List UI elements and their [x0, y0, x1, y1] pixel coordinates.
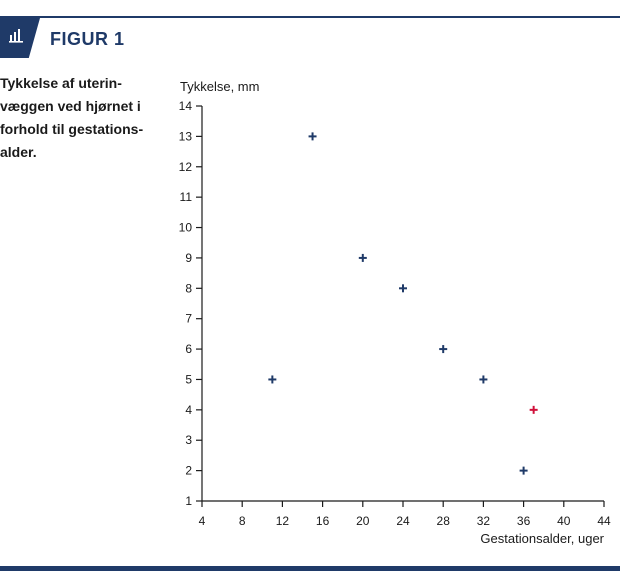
x-tick-label: 24 — [396, 514, 410, 528]
figure-caption: Tykkelse af uterin- væggen ved hjørnet i… — [0, 75, 144, 160]
x-tick-label: 12 — [276, 514, 290, 528]
figure-label: FIGUR 1 — [50, 29, 125, 49]
y-axis-title: Tykkelse, mm — [180, 79, 259, 94]
x-tick-label: 16 — [316, 514, 330, 528]
y-tick-label: 13 — [179, 129, 193, 143]
data-point — [519, 466, 528, 475]
x-tick-label: 44 — [597, 514, 611, 528]
y-tick-label: 14 — [179, 99, 193, 113]
y-tick-label: 1 — [185, 494, 192, 508]
y-tick-label: 3 — [185, 433, 192, 447]
y-tick-label: 9 — [185, 251, 192, 265]
y-tick-label: 4 — [185, 403, 192, 417]
bottom-rule — [0, 566, 620, 571]
data-point — [439, 345, 448, 354]
y-tick-label: 7 — [185, 312, 192, 326]
x-tick-label: 36 — [517, 514, 531, 528]
x-tick-label: 28 — [437, 514, 451, 528]
top-rule — [0, 16, 620, 18]
x-tick-label: 20 — [356, 514, 370, 528]
x-tick-label: 4 — [199, 514, 206, 528]
y-tick-label: 12 — [179, 160, 193, 174]
y-tick-label: 8 — [185, 281, 192, 295]
y-tick-label: 11 — [180, 190, 193, 204]
bar-chart-icon — [9, 29, 23, 43]
data-point — [268, 375, 277, 384]
data-point — [399, 284, 407, 293]
data-point — [529, 405, 538, 414]
x-tick-label: 40 — [557, 514, 571, 528]
data-points — [268, 132, 538, 475]
x-tick-label: 8 — [239, 514, 246, 528]
y-tick-label: 10 — [179, 221, 193, 235]
data-point — [308, 132, 317, 141]
y-tick-label: 2 — [185, 464, 192, 478]
data-point — [479, 375, 488, 384]
x-axis-title: Gestationsalder, uger — [480, 531, 604, 546]
x-tick-label: 32 — [477, 514, 491, 528]
y-tick-label: 6 — [185, 342, 192, 356]
y-tick-label: 5 — [185, 372, 192, 386]
data-point — [358, 253, 367, 262]
